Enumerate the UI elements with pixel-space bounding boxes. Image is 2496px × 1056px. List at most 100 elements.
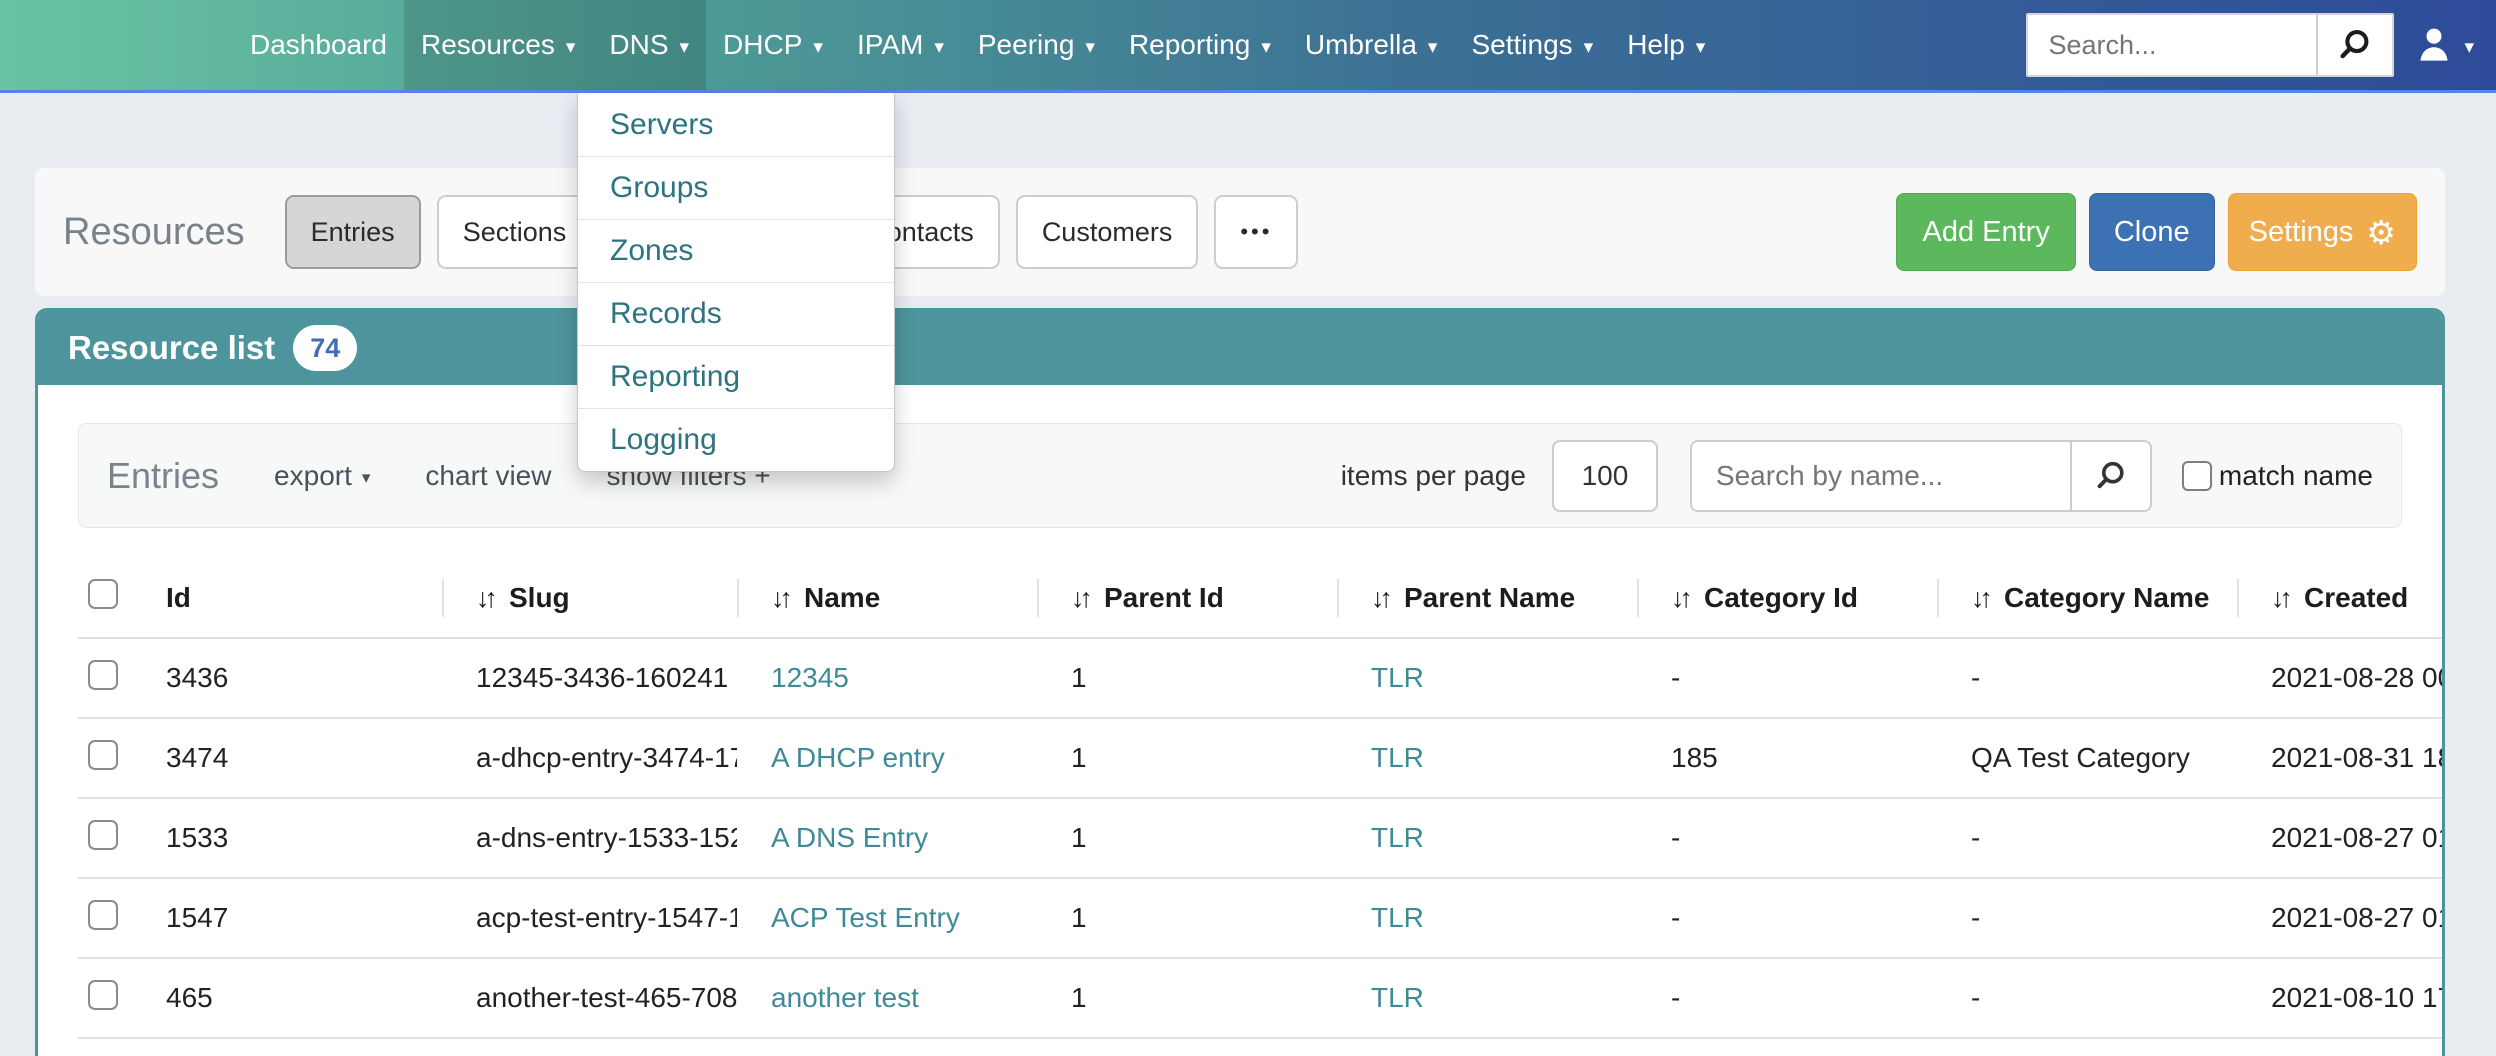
- row-checkbox[interactable]: [88, 660, 118, 690]
- cell-id: 465: [152, 958, 442, 1038]
- cell-slug: acp-test-entry-1547-1...: [442, 878, 737, 958]
- resource-list-panel: Resource list 74 Entries export ▾ chart …: [35, 308, 2445, 1056]
- user-menu[interactable]: ▾: [2412, 23, 2474, 67]
- cell-created: 2021-08-31 18: [2237, 718, 2442, 798]
- nav-item-help[interactable]: Help ▾: [1610, 0, 1722, 90]
- chevron-down-icon: ▾: [566, 38, 576, 57]
- global-search-group: [2026, 13, 2394, 77]
- cell-slug: 12345-3436-160241: [442, 638, 737, 718]
- nav-item-resources[interactable]: Resources ▾: [404, 0, 592, 90]
- name-search-input[interactable]: [1692, 442, 2070, 510]
- cell-category-name: -: [1937, 878, 2237, 958]
- nav-item-peering[interactable]: Peering ▾: [961, 0, 1112, 90]
- column-header-slug[interactable]: ↓↑Slug: [442, 558, 737, 638]
- sort-icon[interactable]: ↓↑: [2271, 583, 2288, 613]
- tab-customers[interactable]: Customers: [1016, 195, 1199, 269]
- sort-icon[interactable]: ↓↑: [1371, 583, 1388, 613]
- settings-button[interactable]: Settings ⚙: [2228, 193, 2417, 271]
- global-search-button[interactable]: [2316, 15, 2392, 75]
- cell-id: 1533: [152, 798, 442, 878]
- clone-button[interactable]: Clone: [2089, 193, 2215, 271]
- match-name-checkbox[interactable]: [2182, 461, 2212, 491]
- cell-parent-name-link[interactable]: TLR: [1371, 822, 1424, 853]
- global-search-input[interactable]: [2028, 15, 2316, 75]
- tab-entries[interactable]: Entries: [285, 195, 421, 269]
- cell-id: 1547: [152, 878, 442, 958]
- more-tabs-button[interactable]: •••: [1214, 195, 1298, 269]
- cell-parent-id: 1: [1037, 878, 1337, 958]
- column-header-category-name[interactable]: ↓↑Category Name: [1937, 558, 2237, 638]
- menu-item-groups[interactable]: Groups: [578, 156, 894, 219]
- cell-category-id: -: [1637, 958, 1937, 1038]
- sort-icon[interactable]: ↓↑: [1071, 583, 1088, 613]
- entries-table: Id ↓↑Slug ↓↑Name ↓↑Parent Id ↓↑ Parent Na…: [78, 558, 2442, 1039]
- nav-item-dashboard[interactable]: Dashboard: [233, 0, 404, 90]
- menu-item-reporting[interactable]: Reporting: [578, 345, 894, 408]
- nav-item-ipam[interactable]: IPAM ▾: [840, 0, 961, 90]
- export-dropdown[interactable]: export ▾: [274, 460, 370, 492]
- chart-view-link[interactable]: chart view: [425, 460, 551, 492]
- nav-item-label: Resources: [421, 29, 555, 61]
- menu-item-logging[interactable]: Logging: [578, 408, 894, 471]
- entries-toolbar: Entries export ▾ chart view show filters…: [78, 423, 2402, 528]
- settings-label: Settings: [2249, 216, 2354, 249]
- cell-name-link[interactable]: A DHCP entry: [771, 742, 945, 773]
- chevron-down-icon: ▾: [934, 38, 944, 57]
- nav-item-settings[interactable]: Settings ▾: [1454, 0, 1610, 90]
- cell-parent-name-link[interactable]: TLR: [1371, 982, 1424, 1013]
- nav-item-reporting[interactable]: Reporting ▾: [1112, 0, 1288, 90]
- nav-item-umbrella[interactable]: Umbrella ▾: [1288, 0, 1455, 90]
- sort-icon[interactable]: ↓↑: [476, 583, 493, 613]
- column-header-category-id[interactable]: ↓↑Category Id: [1637, 558, 1937, 638]
- cell-slug: a-dns-entry-1533-152...: [442, 798, 737, 878]
- row-checkbox[interactable]: [88, 820, 118, 850]
- cell-parent-name-link[interactable]: TLR: [1371, 902, 1424, 933]
- name-search-button[interactable]: [2070, 442, 2150, 510]
- menu-item-records[interactable]: Records: [578, 282, 894, 345]
- chevron-down-icon: ▾: [1696, 38, 1706, 57]
- cell-category-name: -: [1937, 798, 2237, 878]
- sort-icon[interactable]: ↓↑: [771, 583, 788, 613]
- cell-created: 2021-08-28 00: [2237, 638, 2442, 718]
- cell-category-name: QA Test Category: [1937, 718, 2237, 798]
- cell-parent-name-link[interactable]: TLR: [1371, 742, 1424, 773]
- gear-icon: ⚙: [2366, 216, 2396, 249]
- cell-created: 2021-08-27 01: [2237, 798, 2442, 878]
- column-header-parent-id[interactable]: ↓↑Parent Id: [1037, 558, 1337, 638]
- column-header-parent-name[interactable]: ↓↑ Parent Name: [1337, 558, 1637, 638]
- column-header-created[interactable]: ↓↑Created: [2237, 558, 2442, 638]
- cell-category-name: -: [1937, 638, 2237, 718]
- column-label: Parent Name: [1404, 582, 1575, 613]
- cell-name-link[interactable]: another test: [771, 982, 919, 1013]
- cell-name-link[interactable]: ACP Test Entry: [771, 902, 960, 933]
- row-checkbox[interactable]: [88, 740, 118, 770]
- table-row: 1533 a-dns-entry-1533-152... A DNS Entry…: [78, 798, 2442, 878]
- nav-item-label: Help: [1627, 29, 1685, 61]
- sort-icon[interactable]: ↓↑: [1971, 583, 1988, 613]
- menu-item-servers[interactable]: Servers: [578, 93, 894, 156]
- sort-icon[interactable]: ↓↑: [1671, 583, 1688, 613]
- cell-category-id: -: [1637, 798, 1937, 878]
- row-checkbox[interactable]: [88, 900, 118, 930]
- table-row: 3474 a-dhcp-entry-3474-17... A DHCP entr…: [78, 718, 2442, 798]
- name-search-group: [1690, 440, 2152, 512]
- cell-category-id: 185: [1637, 718, 1937, 798]
- cell-category-name: -: [1937, 958, 2237, 1038]
- nav-item-dns[interactable]: DNS ▾: [592, 0, 706, 90]
- select-all-checkbox[interactable]: [88, 579, 118, 609]
- nav-item-dhcp[interactable]: DHCP ▾: [706, 0, 840, 90]
- nav-item-label: IPAM: [857, 29, 923, 61]
- cell-parent-name-link[interactable]: TLR: [1371, 662, 1424, 693]
- page-header: Resources Entries Sections Contacts Cust…: [35, 168, 2445, 296]
- column-header-name[interactable]: ↓↑Name: [737, 558, 1037, 638]
- cell-name-link[interactable]: 12345: [771, 662, 849, 693]
- tab-sections[interactable]: Sections: [437, 195, 593, 269]
- row-checkbox[interactable]: [88, 980, 118, 1010]
- add-entry-button[interactable]: Add Entry: [1896, 193, 2075, 271]
- items-per-page-input[interactable]: [1552, 440, 1658, 512]
- cell-parent-id: 1: [1037, 638, 1337, 718]
- cell-name-link[interactable]: A DNS Entry: [771, 822, 928, 853]
- menu-item-zones[interactable]: Zones: [578, 219, 894, 282]
- column-header-id[interactable]: Id: [152, 558, 442, 638]
- cell-parent-id: 1: [1037, 958, 1337, 1038]
